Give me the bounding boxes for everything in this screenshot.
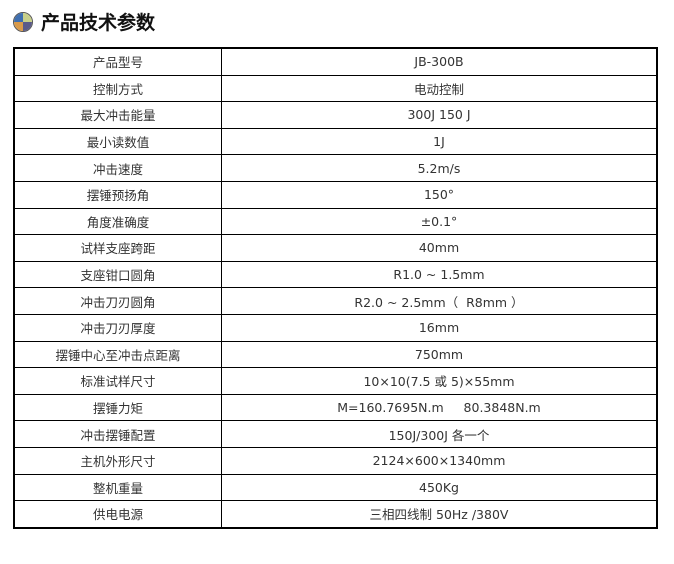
table-row: 最大冲击能量 300J 150 J bbox=[13, 101, 658, 129]
spec-label: 冲击摆锤配置 bbox=[13, 420, 222, 448]
section-title: 产品技术参数 bbox=[41, 12, 156, 34]
spec-label: 标准试样尺寸 bbox=[13, 367, 222, 395]
spec-label: 支座钳口圆角 bbox=[13, 260, 222, 289]
table-row: 冲击速度 5.2m/s bbox=[13, 154, 658, 182]
spec-value: 150J/300J 各一个 bbox=[221, 420, 658, 448]
table-row: 最小读数值 1J bbox=[13, 127, 658, 156]
spec-label: 冲击速度 bbox=[13, 154, 222, 182]
table-row: 摆锤中心至冲击点距离 750mm bbox=[13, 340, 658, 369]
spec-value: 2124×600×1340mm bbox=[221, 446, 658, 475]
pie-bullet-icon bbox=[13, 11, 33, 32]
spec-value: 150° bbox=[221, 180, 658, 209]
table-row: 摆锤力矩 M=160.7695N.m 80.3848N.m bbox=[13, 393, 658, 422]
table-row: 产品型号 JB-300B bbox=[13, 47, 658, 76]
table-row: 冲击摆锤配置 150J/300J 各一个 bbox=[13, 420, 658, 448]
table-row: 标准试样尺寸 10×10(7.5 或 5)×55mm bbox=[13, 367, 658, 395]
spec-value: 300J 150 J bbox=[221, 101, 658, 129]
spec-label: 摆锤中心至冲击点距离 bbox=[13, 340, 222, 369]
table-row: 控制方式 电动控制 bbox=[13, 74, 658, 103]
spec-label: 整机重量 bbox=[13, 473, 222, 502]
spec-label: 主机外形尺寸 bbox=[13, 446, 222, 475]
spec-table: 产品型号 JB-300B 控制方式 电动控制 最大冲击能量 300J 150 J 最小读数值… bbox=[13, 47, 658, 529]
spec-value: 5.2m/s bbox=[221, 154, 658, 182]
table-row: 主机外形尺寸 2124×600×1340mm bbox=[13, 446, 658, 475]
table-row: 供电电源 三相四线制 50Hz /380V bbox=[13, 500, 658, 529]
spec-value: JB-300B bbox=[221, 47, 658, 76]
spec-label: 最大冲击能量 bbox=[13, 101, 222, 129]
table-row: 试样支座跨距 40mm bbox=[13, 234, 658, 262]
spec-label: 最小读数值 bbox=[13, 127, 222, 156]
spec-value: 10×10(7.5 或 5)×55mm bbox=[221, 367, 658, 395]
spec-label: 冲击刀刃厚度 bbox=[13, 313, 222, 342]
spec-value: R2.0 ~ 2.5mm（ R8mm ） bbox=[221, 287, 658, 315]
spec-value: R1.0 ~ 1.5mm bbox=[221, 260, 658, 289]
spec-value: 450Kg bbox=[221, 473, 658, 502]
table-row: 整机重量 450Kg bbox=[13, 473, 658, 502]
table-row: 角度准确度 ±0.1° bbox=[13, 207, 658, 236]
spec-value: 1J bbox=[221, 127, 658, 156]
spec-label: 试样支座跨距 bbox=[13, 234, 222, 262]
spec-label: 摆锤预扬角 bbox=[13, 180, 222, 209]
spec-label: 角度准确度 bbox=[13, 207, 222, 236]
table-row: 支座钳口圆角 R1.0 ~ 1.5mm bbox=[13, 260, 658, 289]
spec-value: ±0.1° bbox=[221, 207, 658, 236]
spec-value: 40mm bbox=[221, 234, 658, 262]
spec-label: 冲击刀刃圆角 bbox=[13, 287, 222, 315]
spec-value: 电动控制 bbox=[221, 74, 658, 103]
table-row: 摆锤预扬角 150° bbox=[13, 180, 658, 209]
spec-value: M=160.7695N.m 80.3848N.m bbox=[221, 393, 658, 422]
table-row: 冲击刀刃圆角 R2.0 ~ 2.5mm（ R8mm ） bbox=[13, 287, 658, 315]
spec-label: 控制方式 bbox=[13, 74, 222, 103]
spec-label: 供电电源 bbox=[13, 500, 222, 529]
spec-value: 16mm bbox=[221, 313, 658, 342]
spec-label: 摆锤力矩 bbox=[13, 393, 222, 422]
table-row: 冲击刀刃厚度 16mm bbox=[13, 313, 658, 342]
spec-label: 产品型号 bbox=[13, 47, 222, 76]
spec-value: 750mm bbox=[221, 340, 658, 369]
spec-value: 三相四线制 50Hz /380V bbox=[221, 500, 658, 529]
section-header: 产品技术参数 bbox=[13, 8, 155, 35]
